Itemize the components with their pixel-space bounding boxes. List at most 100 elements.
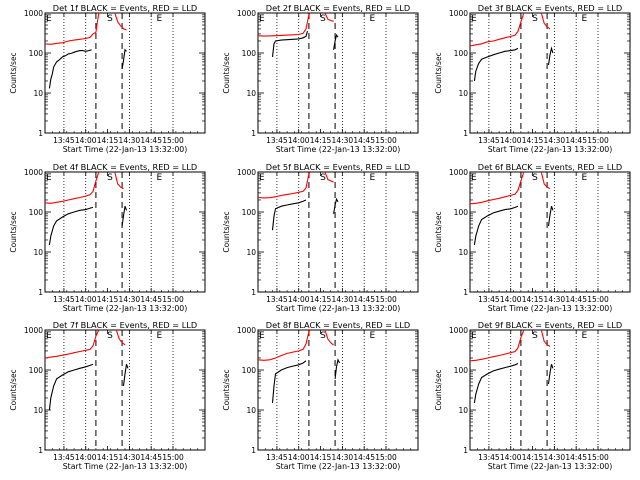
panel-title: Det 5f BLACK = Events, RED = LLD <box>266 162 410 172</box>
panel-2: Det 2f BLACK = Events, RED = LLD 1 10 100 10… <box>222 3 419 154</box>
series-lld-line <box>45 13 100 45</box>
panel-title: Det 7f BLACK = Events, RED = LLD <box>53 320 197 330</box>
panel-6: Det 6f BLACK = Events, RED = LLD 1 10 100 10… <box>434 162 631 313</box>
series-lld-line <box>258 172 311 199</box>
series-events-line <box>121 206 128 226</box>
series-lld-line <box>258 330 311 361</box>
y-axis-label: Counts/sec <box>9 369 18 410</box>
marker-s-label: S <box>532 173 538 183</box>
x-axis-label: Start Time (22-Jan-13 13:32:00) <box>276 145 401 154</box>
panel-title: Det 3f BLACK = Events, RED = LLD <box>478 3 622 13</box>
series-events-line <box>121 48 127 69</box>
y-tick-label: 1000 <box>449 9 468 18</box>
x-tick-label: 15:00 <box>587 136 609 145</box>
y-tick-label: 1 <box>463 446 468 455</box>
x-tick-label: 14:00 <box>75 295 97 304</box>
x-tick-label: 14:45 <box>140 295 162 304</box>
series-events-line <box>333 33 339 50</box>
series-events-line <box>271 31 309 57</box>
panel-title: Det 4f BLACK = Events, RED = LLD <box>53 162 197 172</box>
y-tick-label: 1 <box>463 129 468 138</box>
x-tick-label: 14:00 <box>288 295 310 304</box>
x-tick-label: 15:00 <box>375 453 397 462</box>
series-group <box>45 13 127 89</box>
marker-s-label: S <box>107 14 113 24</box>
series-lld-line <box>45 330 100 359</box>
y-tick-label: 1 <box>251 288 256 297</box>
x-tick-label: 14:45 <box>353 136 375 145</box>
marker-s-label: S <box>107 173 113 183</box>
marker-s-label: S <box>320 173 326 183</box>
x-tick-label: 14:15 <box>97 136 119 145</box>
y-tick-label: 100 <box>242 49 257 58</box>
x-tick-label: 13:45 <box>53 295 75 304</box>
y-tick-label: 10 <box>246 248 256 257</box>
x-axis-label: Start Time (22-Jan-13 13:32:00) <box>488 304 613 313</box>
panel-9: Det 9f BLACK = Events, RED = LLD 1 10 100 10… <box>434 320 631 471</box>
series-events-line <box>547 206 554 226</box>
series-group <box>470 172 554 246</box>
series-events-line <box>334 358 340 379</box>
marker-e-label: E <box>471 173 477 183</box>
marker-e-label: E <box>157 14 163 24</box>
panel-title: Det 6f BLACK = Events, RED = LLD <box>478 162 622 172</box>
y-tick-label: 10 <box>246 406 256 415</box>
marker-e-label: E <box>46 173 52 183</box>
x-tick-label: 14:00 <box>288 453 310 462</box>
x-tick-label: 14:30 <box>332 295 354 304</box>
marker-s-label: S <box>320 331 326 341</box>
x-tick-label: 14:15 <box>522 136 544 145</box>
marker-e-label: E <box>582 331 588 341</box>
x-tick-label: 15:00 <box>375 136 397 145</box>
y-tick-label: 1000 <box>449 326 468 335</box>
marker-e-label: E <box>157 331 163 341</box>
x-tick-label: 15:00 <box>162 136 184 145</box>
y-tick-label: 10 <box>33 248 43 257</box>
y-axis-label: Counts/sec <box>434 369 443 410</box>
marker-e-label: E <box>157 173 163 183</box>
panel-title: Det 9f BLACK = Events, RED = LLD <box>478 320 622 330</box>
y-tick-label: 1 <box>38 288 43 297</box>
x-tick-label: 14:30 <box>332 136 354 145</box>
series-events-line <box>48 206 94 246</box>
series-lld-line <box>114 13 127 31</box>
series-events-line <box>271 199 307 231</box>
x-tick-label: 13:45 <box>478 295 500 304</box>
y-axis-label: Counts/sec <box>222 52 231 93</box>
panel-7: Det 7f BLACK = Events, RED = LLD 1 10 100 10… <box>9 320 206 471</box>
panel-1: Det 1f BLACK = Events, RED = LLD 1 10 100 10… <box>9 3 206 154</box>
x-axis-label: Start Time (22-Jan-13 13:32:00) <box>63 145 188 154</box>
x-tick-label: 14:15 <box>522 453 544 462</box>
marker-e-label: E <box>370 173 376 183</box>
marker-e-label: E <box>370 14 376 24</box>
x-axis-label: Start Time (22-Jan-13 13:32:00) <box>63 304 188 313</box>
series-lld-line <box>45 172 100 204</box>
x-axis-label: Start Time (22-Jan-13 13:32:00) <box>488 145 613 154</box>
series-lld-line <box>540 13 551 30</box>
marker-e-label: E <box>259 331 265 341</box>
x-tick-label: 13:45 <box>266 136 288 145</box>
marker-e-label: E <box>582 14 588 24</box>
y-tick-label: 100 <box>242 208 257 217</box>
marker-e-label: E <box>582 173 588 183</box>
series-events-line <box>48 363 94 411</box>
x-tick-label: 14:15 <box>310 453 332 462</box>
y-tick-label: 1000 <box>24 9 43 18</box>
series-lld-line <box>115 330 126 346</box>
panel-title: Det 8f BLACK = Events, RED = LLD <box>266 320 410 330</box>
x-tick-label: 13:45 <box>266 295 288 304</box>
marker-e-label: E <box>46 331 52 341</box>
y-tick-label: 1 <box>463 288 468 297</box>
x-tick-label: 14:45 <box>565 136 587 145</box>
series-lld-line <box>540 172 551 190</box>
x-axis-label: Start Time (22-Jan-13 13:32:00) <box>276 462 401 471</box>
series-lld-line <box>470 330 525 362</box>
x-tick-label: 13:45 <box>53 453 75 462</box>
y-axis-label: Counts/sec <box>9 52 18 93</box>
series-lld-line <box>324 172 334 183</box>
y-tick-label: 100 <box>242 366 257 375</box>
y-tick-label: 100 <box>29 49 44 58</box>
x-tick-label: 14:45 <box>353 453 375 462</box>
